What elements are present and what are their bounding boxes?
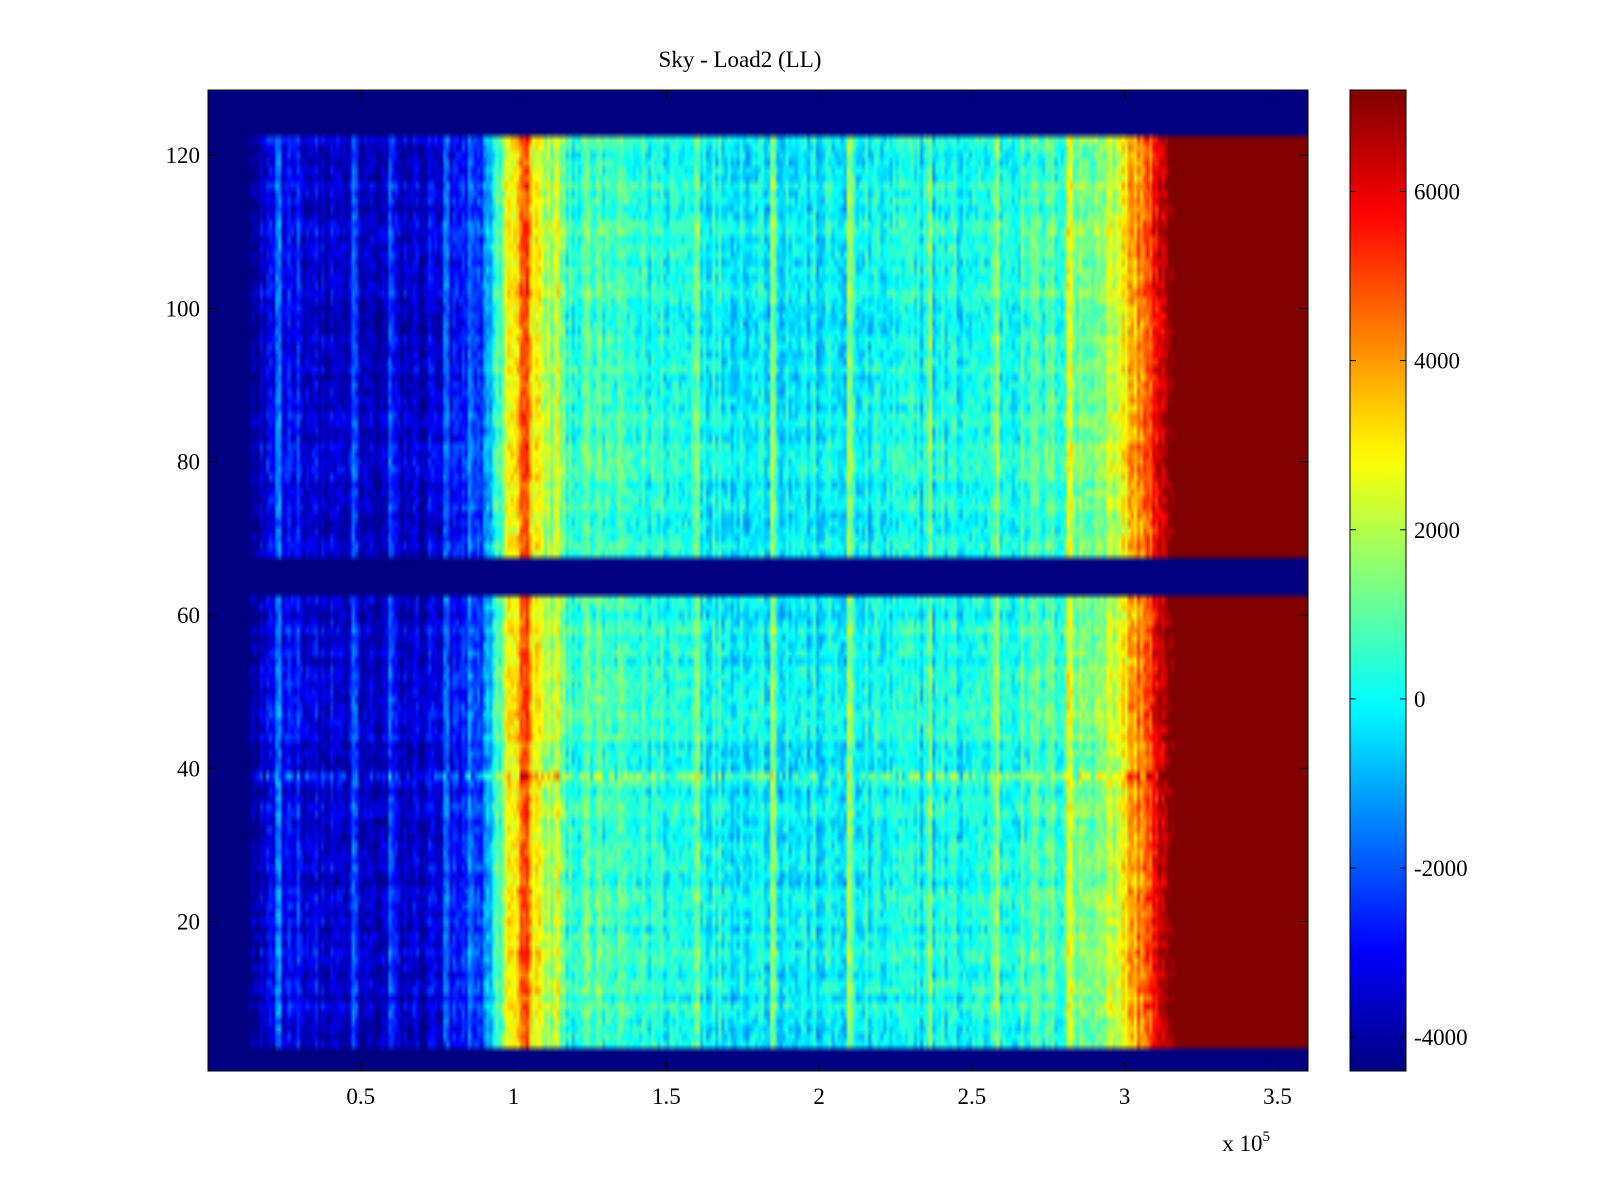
x-tick-label: 2.5 [958,1084,987,1109]
heatmap-image [208,90,1308,1071]
colorbar-tick-label: -4000 [1414,1025,1468,1050]
y-tick-label: 100 [166,296,201,321]
chart-title: Sky - Load2 (LL) [659,47,822,72]
colorbar-frame [1349,89,1407,1072]
colorbar-tick-label: -2000 [1414,856,1468,881]
colorbar-tick-label: 0 [1414,687,1426,712]
y-tick-label: 80 [177,450,200,475]
heatmap-plot-area [207,89,1309,1072]
y-axis-ticks: 20 40 60 80 100 120 [166,143,1308,935]
x-tick-label: 1 [508,1084,520,1109]
colorbar-tick-label: 2000 [1414,518,1460,543]
colorbar-tick-label: 4000 [1414,349,1460,374]
x-tick-label: 0.5 [346,1084,375,1109]
colorbar-ticks: -4000 -2000 0 2000 4000 6000 [1350,179,1468,1050]
y-tick-label: 40 [177,756,200,781]
colorbar: -4000 -2000 0 2000 4000 6000 [1349,89,1468,1072]
x-axis-ticks: 0.5 1 1.5 2 2.5 3 3.5 [346,90,1292,1109]
colorbar-gradient [1350,90,1406,1071]
y-tick-label: 120 [166,143,201,168]
x-tick-label: 2 [813,1084,825,1109]
colorbar-tick-label: 6000 [1414,179,1460,204]
plot-frame [207,89,1309,1072]
y-tick-label: 20 [177,910,200,935]
x-axis-exponent-base: x 10 [1222,1131,1262,1156]
y-tick-label: 60 [177,603,200,628]
x-tick-label: 3.5 [1263,1084,1292,1109]
x-tick-label: 3 [1119,1084,1131,1109]
x-axis-exponent-label: x 105 [1222,1129,1270,1156]
x-axis-exponent-power: 5 [1263,1129,1271,1145]
x-tick-label: 1.5 [652,1084,681,1109]
